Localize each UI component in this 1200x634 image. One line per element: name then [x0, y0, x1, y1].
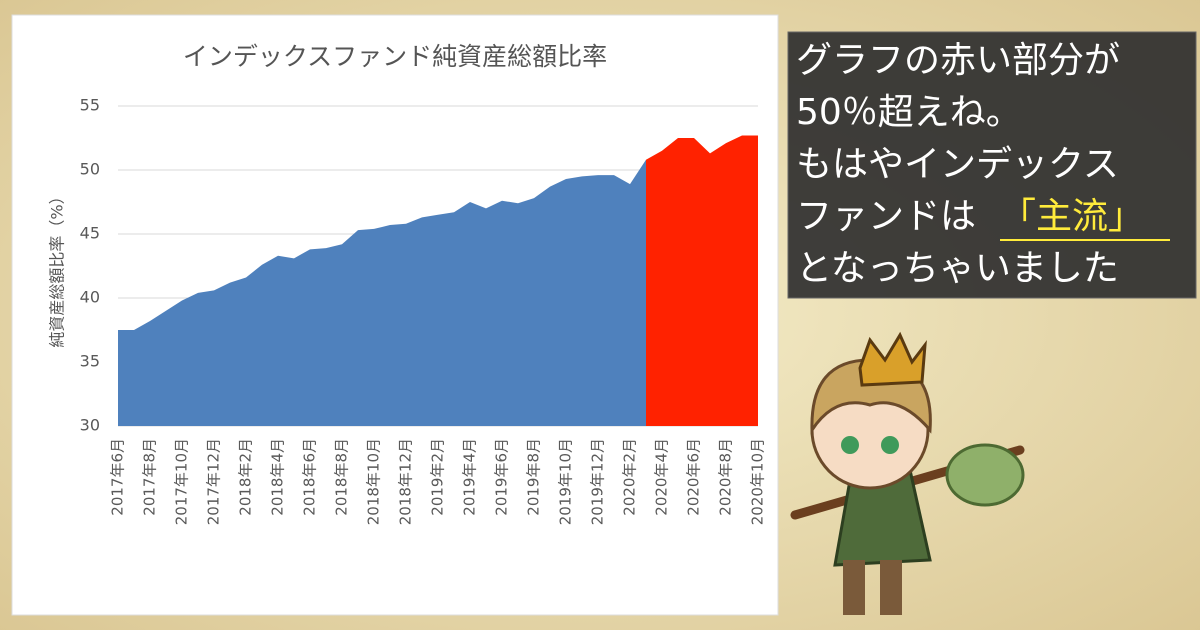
x-tick-label: 2019年6月 [493, 438, 511, 516]
y-tick-label: 55 [80, 96, 100, 115]
x-tick-label: 2019年10月 [557, 438, 575, 525]
callout-line: 50％超えね。 [796, 92, 1022, 133]
chart-title: インデックスファンド純資産総額比率 [183, 42, 607, 71]
y-tick-label: 50 [80, 160, 100, 179]
y-axis-label: 純資産総額比率（%） [48, 188, 67, 347]
x-tick-label: 2019年8月 [525, 438, 543, 516]
x-tick-label: 2017年10月 [173, 438, 191, 525]
character-illustration [790, 331, 1025, 615]
x-tick-label: 2020年8月 [717, 438, 735, 516]
x-tick-label: 2018年4月 [269, 438, 287, 516]
x-tick-label: 2018年6月 [301, 438, 319, 516]
area [646, 135, 758, 426]
x-tick-label: 2020年10月 [749, 438, 767, 525]
callout-line: となっちゃいました [796, 248, 1119, 289]
x-tick-label: 2018年12月 [397, 438, 415, 525]
x-tick-label: 2017年12月 [205, 438, 223, 525]
y-tick-label: 45 [80, 224, 100, 243]
x-tick-label: 2017年8月 [141, 438, 159, 516]
callout-line: グラフの赤い部分が [796, 40, 1120, 81]
x-tick-label: 2019年2月 [429, 438, 447, 516]
x-tick-label: 2018年10月 [365, 438, 383, 525]
plot: 30 35 40 45 50 55 2017年6月 2017年8月 2017年10月 2017年1… [80, 96, 767, 526]
area [118, 159, 646, 426]
x-tick-label: 2019年12月 [589, 438, 607, 525]
callout-line: ファンドは [796, 196, 976, 237]
x-tick-label: 2017年6月 [109, 438, 127, 516]
x-tick-label: 2020年4月 [653, 438, 671, 516]
x-tick-label: 2020年2月 [621, 438, 639, 516]
y-tick-label: 40 [80, 288, 100, 307]
x-tick-label: 2020年6月 [685, 438, 703, 516]
x-tick-label: 2019年4月 [461, 438, 479, 516]
y-tick-label: 30 [80, 416, 100, 435]
callout-highlight: 「主流」 [1000, 196, 1144, 237]
x-tick-label: 2018年2月 [237, 438, 255, 516]
callout-line: もはやインデックス [796, 144, 1119, 185]
callout-box [787, 31, 1197, 299]
x-tick-label: 2018年8月 [333, 438, 351, 516]
y-tick-label: 35 [80, 352, 100, 371]
